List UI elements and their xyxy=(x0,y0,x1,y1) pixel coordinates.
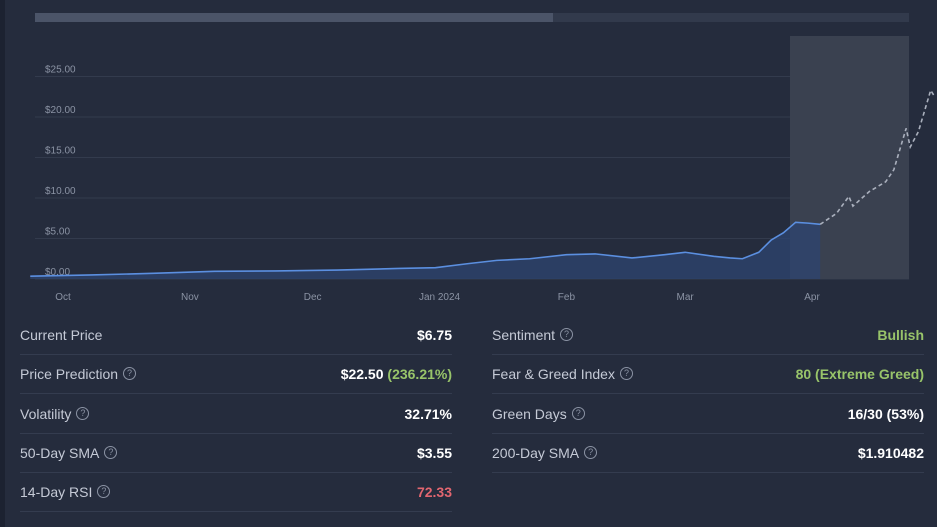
stat-current-price: Current Price $6.75 xyxy=(20,315,452,355)
x-tick-label: Nov xyxy=(181,292,199,303)
sma200-label: 200-Day SMA? xyxy=(492,445,598,461)
price-chart[interactable]: $25.00 $20.00 $15.00 $10.00 $5.00 $0.00 Oct No… xyxy=(0,0,937,310)
help-icon[interactable]: ? xyxy=(104,446,118,459)
stat-green-days: Green Days? 16/30 (53%) xyxy=(492,394,924,434)
sentiment-value: Bullish xyxy=(877,326,924,343)
stat-sentiment: Sentiment? Bullish xyxy=(492,315,924,355)
fear-greed-value: 80 (Extreme Greed) xyxy=(795,365,924,382)
y-tick-label: $15.00 xyxy=(45,146,76,157)
help-icon[interactable]: ? xyxy=(560,328,574,341)
stat-price-prediction: Price Prediction? $22.50 (236.21%) xyxy=(20,354,452,394)
sma50-label: 50-Day SMA? xyxy=(20,445,118,461)
x-tick-label: Oct xyxy=(55,292,71,303)
volatility-label: Volatility? xyxy=(20,406,90,422)
stat-200-day-sma: 200-Day SMA? $1.910482 xyxy=(492,433,924,473)
price-prediction-value: $22.50 (236.21%) xyxy=(340,365,452,382)
help-icon[interactable]: ? xyxy=(123,367,137,380)
x-tick-label: Apr xyxy=(804,292,820,303)
rsi-value: 72.33 xyxy=(416,483,452,500)
y-tick-label: $0.00 xyxy=(45,267,70,278)
prediction-line xyxy=(819,88,936,225)
sma50-value: $3.55 xyxy=(416,444,452,461)
sma200-value: $1.910482 xyxy=(857,444,924,461)
x-tick-label: Jan 2024 xyxy=(419,292,461,303)
help-icon[interactable]: ? xyxy=(571,407,585,420)
current-price-value: $6.75 xyxy=(416,326,452,343)
price-prediction-change: (236.21%) xyxy=(387,365,452,382)
y-tick-label: $5.00 xyxy=(45,227,70,238)
stat-volatility: Volatility? 32.71% xyxy=(20,394,452,434)
x-axis: Oct Nov Dec Jan 2024 Feb Mar Apr xyxy=(55,292,820,303)
current-price-label: Current Price xyxy=(20,326,103,343)
rsi-label: 14-Day RSI? xyxy=(20,484,111,500)
x-tick-label: Dec xyxy=(304,292,322,303)
green-days-value: 16/30 (53%) xyxy=(847,405,924,422)
actual-price-area xyxy=(30,222,821,279)
chart-svg: $25.00 $20.00 $15.00 $10.00 $5.00 $0.00 Oct No… xyxy=(30,13,936,303)
help-icon[interactable]: ? xyxy=(619,367,633,380)
scrollbar-thumb[interactable] xyxy=(35,13,553,22)
left-edge xyxy=(0,0,5,527)
help-icon[interactable]: ? xyxy=(76,407,90,420)
fear-greed-label: Fear & Greed Index? xyxy=(492,366,633,382)
y-tick-label: $20.00 xyxy=(45,105,76,116)
y-tick-label: $25.00 xyxy=(45,65,76,76)
stat-50-day-sma: 50-Day SMA? $3.55 xyxy=(20,433,452,473)
stat-fear-greed: Fear & Greed Index? 80 (Extreme Greed) xyxy=(492,354,924,394)
volatility-value: 32.71% xyxy=(404,405,452,422)
y-axis: $25.00 $20.00 $15.00 $10.00 $5.00 $0.00 xyxy=(45,65,76,279)
x-tick-label: Mar xyxy=(677,292,695,303)
stat-14-day-rsi: 14-Day RSI? 72.33 xyxy=(20,472,452,512)
actual-price-line xyxy=(30,221,821,277)
help-icon[interactable]: ? xyxy=(97,485,111,498)
help-icon[interactable]: ? xyxy=(584,446,598,459)
y-tick-label: $10.00 xyxy=(45,186,76,197)
green-days-label: Green Days? xyxy=(492,406,585,422)
x-tick-label: Feb xyxy=(558,292,576,303)
sentiment-label: Sentiment? xyxy=(492,327,574,343)
price-prediction-label: Price Prediction? xyxy=(20,366,137,382)
